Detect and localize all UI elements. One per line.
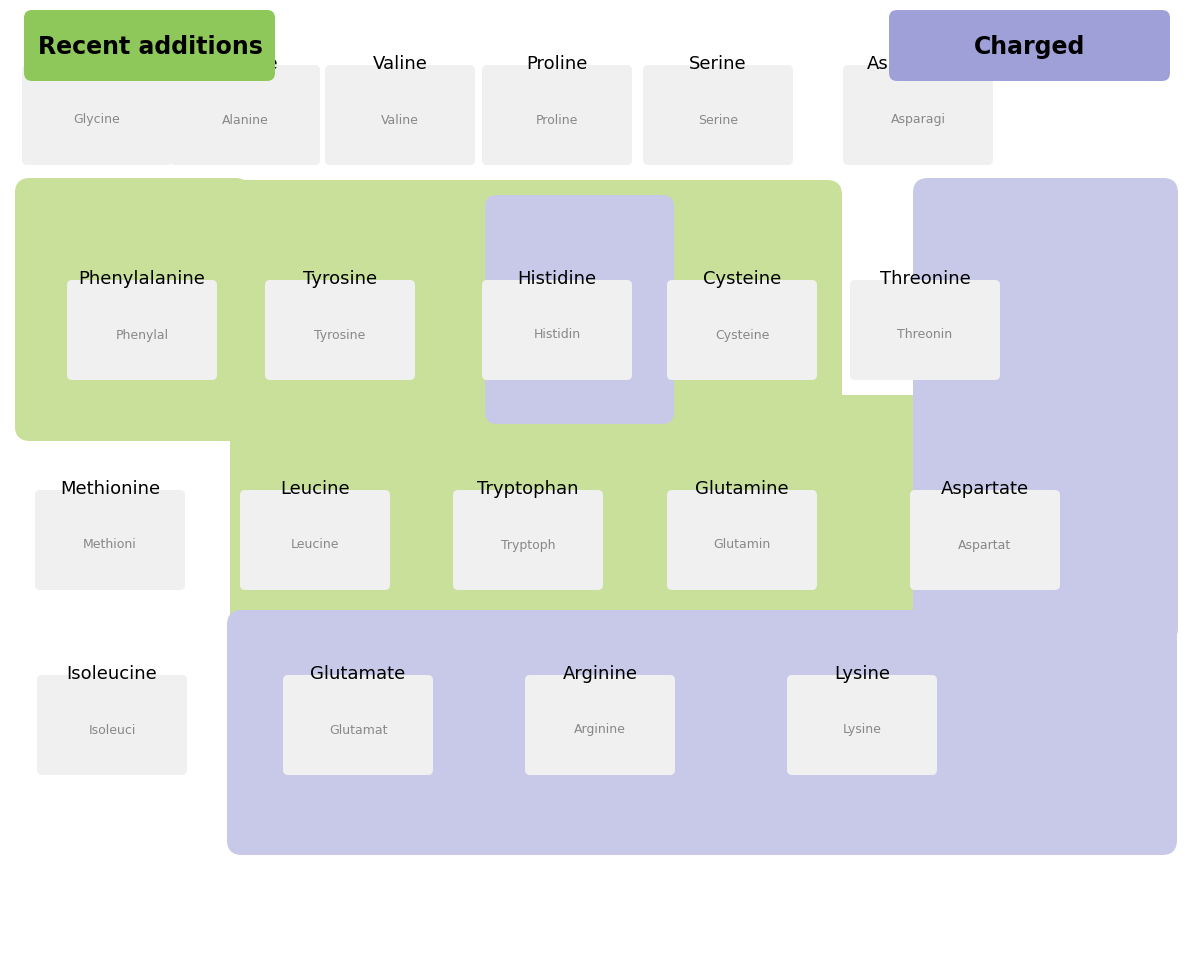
Text: Methioni: Methioni: [83, 538, 137, 552]
Text: Phenylal: Phenylal: [115, 329, 168, 341]
Text: Aspartate: Aspartate: [941, 480, 1030, 498]
Text: Leucine: Leucine: [280, 480, 350, 498]
FancyBboxPatch shape: [170, 65, 320, 165]
FancyBboxPatch shape: [667, 490, 817, 590]
FancyBboxPatch shape: [850, 280, 1000, 380]
Text: Recent additions: Recent additions: [37, 35, 263, 59]
FancyBboxPatch shape: [14, 180, 635, 440]
FancyBboxPatch shape: [283, 675, 433, 775]
Text: Threonin: Threonin: [898, 329, 953, 341]
FancyBboxPatch shape: [37, 675, 187, 775]
Text: Arginine: Arginine: [563, 665, 637, 683]
FancyBboxPatch shape: [325, 65, 475, 165]
Text: Glutamin: Glutamin: [713, 538, 770, 552]
Text: Arginine: Arginine: [574, 724, 626, 736]
Text: Glutamine: Glutamine: [695, 480, 788, 498]
Text: Methionine: Methionine: [60, 480, 160, 498]
Text: Glycine: Glycine: [64, 55, 131, 73]
Text: Proline: Proline: [536, 113, 578, 127]
FancyBboxPatch shape: [230, 395, 805, 640]
Text: Leucine: Leucine: [290, 538, 340, 552]
FancyBboxPatch shape: [612, 180, 842, 440]
FancyBboxPatch shape: [482, 65, 632, 165]
Text: Valine: Valine: [382, 113, 419, 127]
Text: Alanine: Alanine: [222, 113, 269, 127]
FancyBboxPatch shape: [526, 675, 674, 775]
Text: Serine: Serine: [698, 113, 738, 127]
Text: Valine: Valine: [372, 55, 427, 73]
FancyBboxPatch shape: [22, 65, 172, 165]
FancyBboxPatch shape: [913, 178, 1178, 643]
FancyBboxPatch shape: [240, 490, 390, 590]
Text: Cysteine: Cysteine: [715, 329, 769, 341]
FancyBboxPatch shape: [35, 490, 185, 590]
Text: Alanine: Alanine: [211, 55, 278, 73]
FancyBboxPatch shape: [67, 280, 217, 380]
Text: Glutamate: Glutamate: [311, 665, 406, 683]
Text: Cysteine: Cysteine: [703, 270, 781, 288]
FancyBboxPatch shape: [227, 610, 1177, 855]
FancyBboxPatch shape: [482, 280, 632, 380]
Text: Tryptoph: Tryptoph: [500, 538, 556, 552]
FancyBboxPatch shape: [485, 195, 674, 424]
Text: Asparagine: Asparagine: [866, 55, 970, 73]
FancyBboxPatch shape: [24, 10, 275, 81]
Text: Serine: Serine: [689, 55, 746, 73]
Text: Lysine: Lysine: [834, 665, 890, 683]
Text: Tyrosine: Tyrosine: [302, 270, 377, 288]
FancyBboxPatch shape: [678, 395, 943, 640]
FancyBboxPatch shape: [454, 490, 604, 590]
FancyBboxPatch shape: [667, 280, 817, 380]
Text: Histidin: Histidin: [534, 329, 581, 341]
Text: Isoleuci: Isoleuci: [89, 724, 136, 736]
Text: Charged: Charged: [974, 35, 1086, 59]
Text: Threonine: Threonine: [880, 270, 971, 288]
FancyBboxPatch shape: [14, 178, 250, 441]
FancyBboxPatch shape: [787, 675, 937, 775]
FancyBboxPatch shape: [842, 65, 994, 165]
Text: Lysine: Lysine: [842, 724, 882, 736]
Text: Glutamat: Glutamat: [329, 724, 388, 736]
Text: Proline: Proline: [527, 55, 588, 73]
Text: Histidine: Histidine: [517, 270, 596, 288]
Text: Isoleucine: Isoleucine: [67, 665, 157, 683]
Text: Tyrosine: Tyrosine: [314, 329, 366, 341]
Text: Tryptophan: Tryptophan: [478, 480, 578, 498]
Text: Asparagi: Asparagi: [890, 113, 946, 127]
FancyBboxPatch shape: [910, 490, 1060, 590]
FancyBboxPatch shape: [889, 10, 1170, 81]
FancyBboxPatch shape: [265, 280, 415, 380]
Text: Phenylalanine: Phenylalanine: [78, 270, 205, 288]
Text: Glycine: Glycine: [73, 113, 120, 127]
FancyBboxPatch shape: [643, 65, 793, 165]
Text: Aspartat: Aspartat: [959, 538, 1012, 552]
